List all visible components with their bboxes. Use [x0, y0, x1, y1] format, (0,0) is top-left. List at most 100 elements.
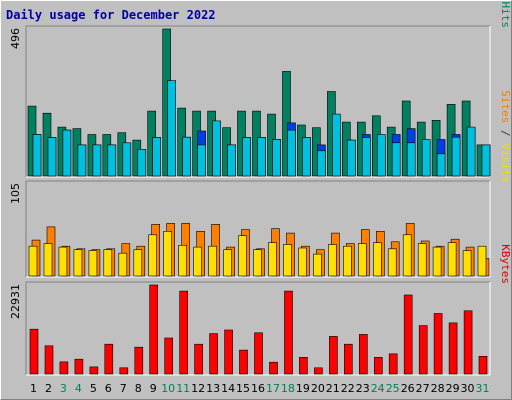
- day-label-10: 10: [161, 382, 175, 395]
- bar-sites-day-19: [298, 247, 307, 277]
- bar-kbytes-day-3: [59, 361, 69, 375]
- bar-kbytes-day-11: [179, 290, 188, 375]
- bar-pages-day-27: [421, 139, 431, 177]
- bar-sites-day-16: [253, 249, 262, 277]
- day-label-2: 2: [45, 382, 52, 395]
- bar-sites-day-15: [238, 235, 247, 277]
- bar-kbytes-day-19: [299, 356, 308, 375]
- day-label-27: 27: [416, 382, 430, 395]
- legend-kbytes: KBytes: [499, 244, 512, 284]
- bar-sites-day-3: [58, 246, 68, 277]
- max-label-visits: 105: [9, 183, 22, 204]
- day-label-20: 20: [311, 382, 325, 395]
- day-label-15: 15: [236, 382, 250, 395]
- bar-pages-day-1: [32, 134, 42, 177]
- series-pages: [32, 80, 491, 177]
- bar-sites-day-17: [268, 242, 277, 277]
- day-label-11: 11: [176, 382, 190, 395]
- legend-visits: Sites / Visits: [499, 90, 512, 183]
- bar-sites-day-22: [342, 245, 352, 277]
- bar-kbytes-day-10: [164, 337, 173, 375]
- bar-pages-day-19: [302, 137, 311, 177]
- bar-kbytes-day-6: [104, 343, 114, 375]
- day-label-6: 6: [105, 382, 112, 395]
- legend-entry-/: /: [499, 123, 512, 143]
- bar-sites-day-2: [43, 243, 53, 277]
- day-label-4: 4: [75, 382, 82, 395]
- bar-pages-day-31: [481, 144, 491, 177]
- bar-sites-day-8: [133, 249, 143, 277]
- bar-sites-day-10: [163, 231, 172, 277]
- legend-hits: Pages / Files / Hits: [499, 0, 512, 28]
- bar-kbytes-day-4: [74, 358, 84, 375]
- day-label-14: 14: [221, 382, 235, 395]
- bar-kbytes-day-22: [343, 343, 353, 375]
- bar-pages-day-4: [77, 144, 87, 177]
- bar-sites-day-9: [148, 234, 157, 277]
- bar-pages-day-26: [406, 142, 416, 177]
- bar-pages-day-14: [227, 144, 236, 177]
- bar-sites-day-29: [447, 242, 457, 277]
- bar-kbytes-day-18: [284, 290, 293, 375]
- bar-kbytes-day-31: [478, 355, 488, 375]
- bar-kbytes-day-7: [119, 367, 129, 375]
- bar-kbytes-day-27: [418, 325, 428, 375]
- day-label-9: 9: [150, 382, 157, 395]
- max-label-kbytes: 22931: [9, 284, 22, 319]
- legend-entry-visits: Visits: [499, 143, 512, 183]
- bar-kbytes-day-16: [254, 332, 263, 375]
- bar-kbytes-day-13: [209, 333, 218, 375]
- day-label-24: 24: [371, 382, 385, 395]
- bar-pages-day-18: [287, 129, 296, 177]
- bar-pages-day-24: [376, 134, 386, 177]
- bar-pages-day-28: [436, 153, 446, 177]
- day-label-12: 12: [191, 382, 205, 395]
- bar-pages-day-16: [257, 137, 266, 177]
- day-label-26: 26: [401, 382, 415, 395]
- series-hits: [27, 28, 486, 177]
- day-label-5: 5: [90, 382, 97, 395]
- day-label-22: 22: [341, 382, 355, 395]
- bar-kbytes-day-21: [329, 336, 338, 375]
- bar-pages-day-9: [152, 137, 161, 177]
- bar-pages-day-20: [317, 150, 326, 177]
- bar-pages-day-25: [391, 142, 401, 177]
- bar-pages-day-21: [332, 113, 341, 177]
- bar-sites-day-30: [462, 250, 472, 277]
- series-kbytes: [29, 284, 488, 375]
- bar-pages-day-29: [451, 136, 461, 177]
- day-label-13: 13: [206, 382, 220, 395]
- series-sites: [28, 231, 487, 277]
- day-label-7: 7: [120, 382, 127, 395]
- bar-kbytes-day-1: [29, 328, 39, 375]
- bar-sites-day-27: [417, 243, 427, 277]
- bar-sites-day-21: [328, 244, 337, 277]
- legend-entry-sites: Sites: [499, 90, 512, 123]
- bar-kbytes-day-25: [388, 353, 398, 375]
- bar-sites-day-28: [432, 246, 442, 277]
- day-label-17: 17: [266, 382, 280, 395]
- day-label-21: 21: [326, 382, 340, 395]
- day-label-18: 18: [281, 382, 295, 395]
- bar-sites-day-13: [208, 245, 217, 277]
- bar-pages-day-5: [92, 144, 102, 177]
- bar-kbytes-day-14: [224, 329, 233, 375]
- day-label-29: 29: [446, 382, 460, 395]
- day-label-1: 1: [30, 382, 37, 395]
- bar-pages-day-3: [62, 129, 72, 177]
- bar-sites-day-6: [103, 249, 113, 277]
- bar-sites-day-5: [88, 250, 98, 277]
- day-label-8: 8: [135, 382, 142, 395]
- bar-kbytes-day-5: [89, 366, 99, 375]
- day-label-31: 31: [476, 382, 490, 395]
- bar-kbytes-day-28: [433, 313, 443, 375]
- bar-pages-day-7: [122, 142, 132, 177]
- panel-hits: 496 Pages / Files / Hits: [9, 0, 512, 178]
- bar-kbytes-day-23: [358, 334, 368, 375]
- bar-pages-day-2: [47, 137, 57, 177]
- day-label-25: 25: [386, 382, 400, 395]
- bar-sites-day-18: [283, 244, 292, 277]
- bar-kbytes-day-26: [403, 294, 413, 375]
- bar-kbytes-day-12: [194, 343, 203, 375]
- chart-title: Daily usage for December 2022: [6, 8, 216, 22]
